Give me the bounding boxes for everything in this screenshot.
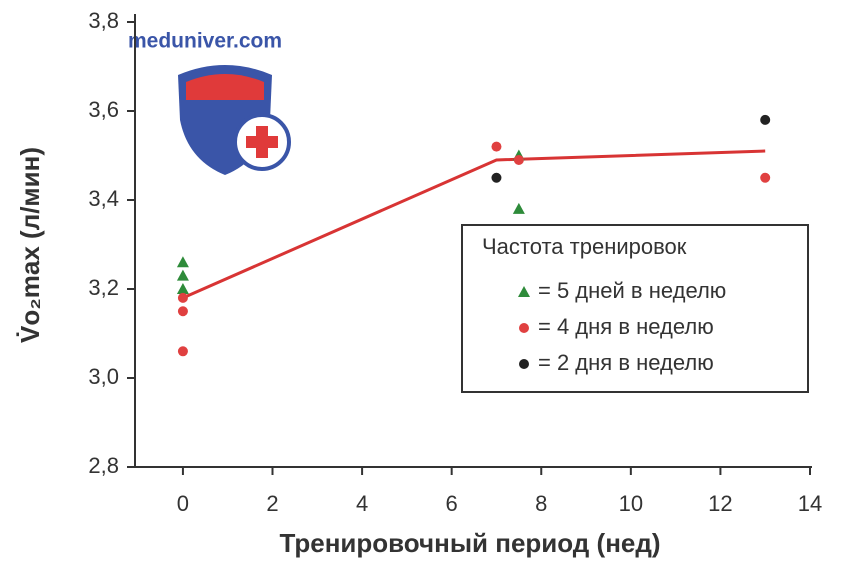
x-tick-label: 12 xyxy=(708,491,732,516)
legend-title: Частота тренировок xyxy=(482,234,687,259)
x-tick-label: 0 xyxy=(177,491,189,516)
trend-line xyxy=(182,149,766,300)
legend-swatch xyxy=(519,323,529,333)
point xyxy=(491,172,502,183)
legend-swatch xyxy=(518,286,530,297)
point xyxy=(176,269,189,281)
x-axis-label: Тренировочный период (нед) xyxy=(279,528,660,558)
point xyxy=(760,172,771,183)
point xyxy=(176,283,189,294)
y-tick-label: 3,0 xyxy=(88,364,119,389)
y-tick-label: 3,6 xyxy=(88,97,119,122)
point xyxy=(512,202,525,214)
x-tick-label: 2 xyxy=(266,491,278,516)
x-tick-label: 6 xyxy=(446,491,458,516)
watermark: meduniver.com xyxy=(128,30,282,53)
x-tick-label: 4 xyxy=(356,491,368,516)
point xyxy=(513,154,524,165)
legend-label: = 2 дня в неделю xyxy=(538,350,714,375)
legend-label: = 5 дней в неделю xyxy=(538,278,726,303)
y-axis-label: V̇o₂max (л/мин) xyxy=(15,147,45,343)
legend-swatch xyxy=(519,359,529,369)
y-tick-label: 3,8 xyxy=(88,8,119,33)
point xyxy=(760,114,771,125)
point xyxy=(176,256,189,268)
logo xyxy=(178,65,291,175)
y-tick-label: 3,4 xyxy=(88,186,119,211)
y-tick-label: 3,2 xyxy=(88,275,119,300)
point xyxy=(491,141,502,152)
point xyxy=(177,306,188,317)
x-tick-label: 10 xyxy=(619,491,643,516)
x-tick-label: 14 xyxy=(798,491,822,516)
point xyxy=(177,292,188,303)
legend-box xyxy=(461,224,809,393)
x-tick-label: 8 xyxy=(535,491,547,516)
legend-label: = 4 дня в неделю xyxy=(538,314,714,339)
y-tick-label: 2,8 xyxy=(88,453,119,478)
point xyxy=(177,346,188,357)
